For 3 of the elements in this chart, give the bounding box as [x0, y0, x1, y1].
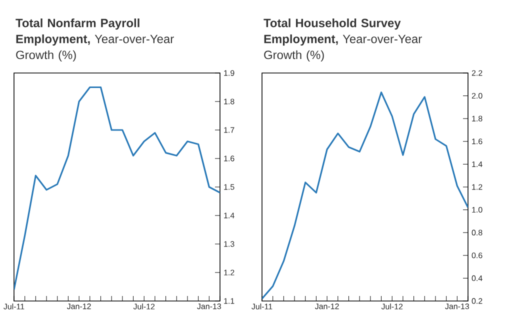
line-series [14, 86, 220, 290]
chart-title: Total Nonfarm Payroll Employment, Year-over-Year Growth (%) [16, 18, 174, 62]
chart-title: Total Household Survey Employment, Year-over-Year Growth (%) [264, 18, 422, 62]
